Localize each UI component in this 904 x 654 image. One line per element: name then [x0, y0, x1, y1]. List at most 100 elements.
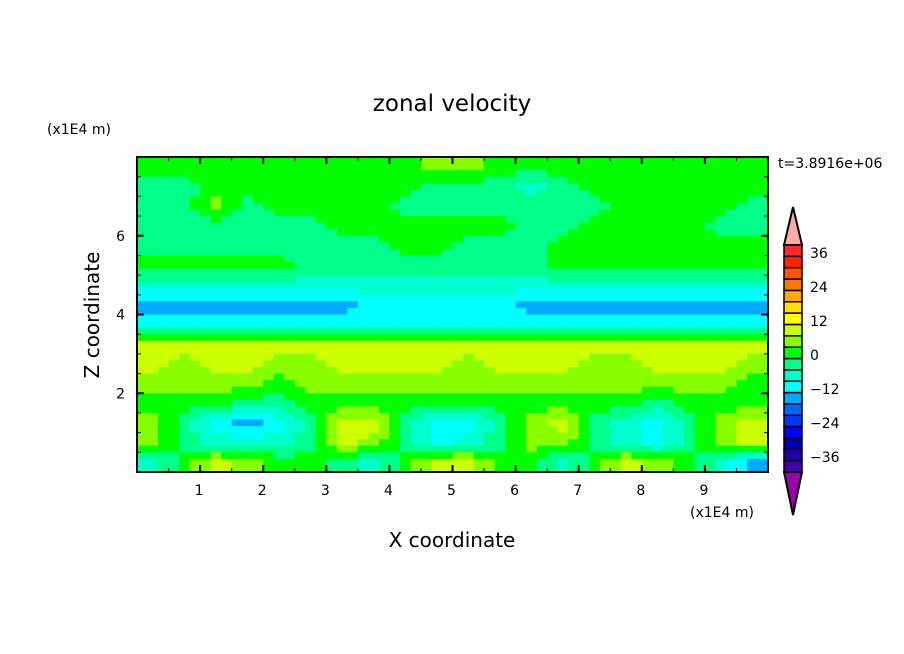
contour-cell [294, 307, 306, 316]
contour-cell [326, 176, 338, 184]
contour-cell [589, 229, 601, 237]
contour-cell [347, 294, 359, 302]
contour-cell [484, 432, 496, 440]
contour-cell [473, 301, 485, 309]
contour-cell [179, 458, 191, 467]
contour-cell [526, 294, 538, 302]
contour-cell [410, 275, 422, 283]
contour-cell [357, 183, 369, 191]
contour-cell [757, 399, 769, 407]
contour-cell [294, 321, 306, 329]
contour-cell [505, 229, 517, 237]
contour-cell [589, 176, 601, 184]
contour-cell [620, 334, 632, 342]
contour-cell [568, 176, 580, 184]
contour-cell [389, 222, 401, 230]
contour-cell [431, 275, 443, 283]
contour-cell [662, 281, 674, 289]
contour-cell [158, 157, 170, 165]
contour-cell [368, 183, 380, 191]
contour-cell [631, 412, 643, 421]
contour-cell [315, 307, 327, 316]
contour-cell [536, 412, 548, 421]
contour-cell [221, 327, 233, 335]
contour-cell [725, 301, 738, 309]
contour-cell [463, 163, 475, 171]
contour-cell [210, 426, 222, 434]
contour-cell [568, 235, 580, 243]
contour-cell [463, 196, 475, 204]
contour-cell [410, 288, 422, 296]
contour-cell [273, 235, 285, 243]
contour-cell [662, 458, 674, 467]
contour-cell [231, 334, 243, 342]
contour-cell [484, 235, 496, 243]
colorbar-swatch [783, 312, 803, 326]
contour-cell [273, 426, 285, 434]
contour-cell [389, 275, 401, 283]
contour-cell [168, 426, 180, 434]
contour-cell [694, 288, 706, 296]
contour-cell [252, 183, 264, 191]
contour-cell [641, 373, 653, 381]
contour-cell [305, 196, 317, 204]
contour-cell [441, 321, 454, 329]
contour-cell [673, 406, 685, 414]
contour-cell [494, 419, 506, 427]
contour-cell [463, 248, 475, 257]
contour-cell [568, 432, 580, 440]
colorbar-swatch [783, 391, 803, 405]
contour-cell [242, 458, 254, 467]
contour-cell [599, 334, 611, 342]
contour-cell [221, 399, 233, 407]
contour-cell [704, 157, 717, 165]
contour-cell [221, 229, 233, 237]
contour-cell [200, 255, 212, 263]
contour-cell [168, 242, 180, 250]
contour-cell [757, 367, 769, 375]
contour-cell [641, 157, 653, 165]
contour-cell [494, 406, 506, 414]
contour-cell [694, 347, 706, 355]
contour-cell [294, 439, 306, 447]
contour-cell [746, 235, 759, 243]
contour-cell [252, 170, 264, 178]
contour-cell [620, 307, 632, 316]
contour-cell [484, 406, 496, 414]
contour-cell [715, 458, 727, 467]
contour-cell [505, 307, 517, 316]
contour-cell [221, 367, 233, 375]
contour-cell [252, 399, 264, 407]
contour-cell [463, 255, 475, 263]
contour-cell [168, 327, 180, 335]
contour-cell [315, 268, 327, 276]
contour-cell [410, 163, 422, 171]
contour-cell [631, 314, 643, 322]
contour-cell [599, 432, 611, 440]
contour-cell [599, 288, 611, 296]
contour-cell [452, 393, 464, 401]
contour-cell [683, 202, 695, 211]
contour-cell [231, 242, 243, 250]
contour-cell [326, 327, 338, 335]
contour-cell [378, 229, 390, 237]
contour-cell [631, 196, 643, 204]
contour-cell [242, 353, 254, 362]
contour-cell [326, 275, 338, 283]
contour-cell [736, 288, 748, 296]
contour-cell [231, 367, 243, 375]
contour-cell [620, 301, 632, 309]
contour-cell [252, 189, 264, 197]
contour-cell [210, 347, 222, 355]
contour-cell [305, 393, 317, 401]
contour-cell [452, 347, 464, 355]
contour-cell [599, 242, 611, 250]
contour-cell [662, 347, 674, 355]
contour-cell [547, 183, 559, 191]
contour-cell [683, 288, 695, 296]
contour-cell [263, 439, 275, 447]
contour-cell [557, 163, 569, 171]
contour-cell [715, 255, 727, 263]
contour-cell [662, 163, 674, 171]
contour-cell [484, 465, 496, 473]
